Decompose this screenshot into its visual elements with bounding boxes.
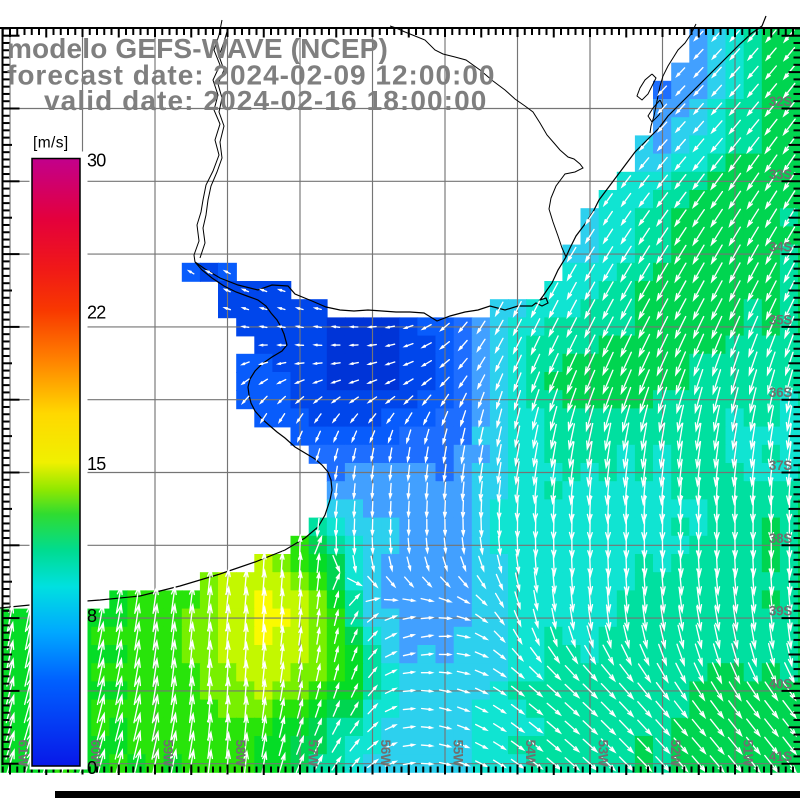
- svg-text:56W: 56W: [378, 740, 393, 767]
- svg-text:38S: 38S: [769, 531, 792, 546]
- svg-text:55W: 55W: [451, 740, 466, 767]
- svg-text:51W: 51W: [741, 740, 756, 767]
- svg-text:53W: 53W: [596, 740, 611, 767]
- svg-text:52W: 52W: [668, 740, 683, 767]
- svg-text:61W: 61W: [16, 740, 31, 767]
- svg-text:40S: 40S: [769, 676, 792, 691]
- svg-text:33S: 33S: [769, 167, 792, 182]
- svg-text:57W: 57W: [306, 740, 321, 767]
- svg-text:59W: 59W: [161, 740, 176, 767]
- svg-text:37S: 37S: [769, 458, 792, 473]
- svg-text:0: 0: [87, 758, 97, 778]
- svg-text:22: 22: [87, 302, 106, 322]
- svg-text:valid date: 2024-02-16 18:00:0: valid date: 2024-02-16 18:00:00: [44, 85, 487, 116]
- svg-text:54W: 54W: [523, 740, 538, 767]
- svg-text:30: 30: [87, 151, 106, 171]
- svg-text:36S: 36S: [769, 385, 792, 400]
- svg-text:8: 8: [87, 606, 97, 626]
- svg-text:58W: 58W: [233, 740, 248, 767]
- svg-text:39S: 39S: [769, 604, 792, 619]
- svg-text:34S: 34S: [769, 240, 792, 255]
- svg-text:[m/s]: [m/s]: [33, 135, 69, 152]
- svg-text:41S: 41S: [769, 749, 792, 764]
- svg-text:15: 15: [87, 454, 106, 474]
- svg-text:35S: 35S: [769, 312, 792, 327]
- svg-text:32S: 32S: [769, 94, 792, 109]
